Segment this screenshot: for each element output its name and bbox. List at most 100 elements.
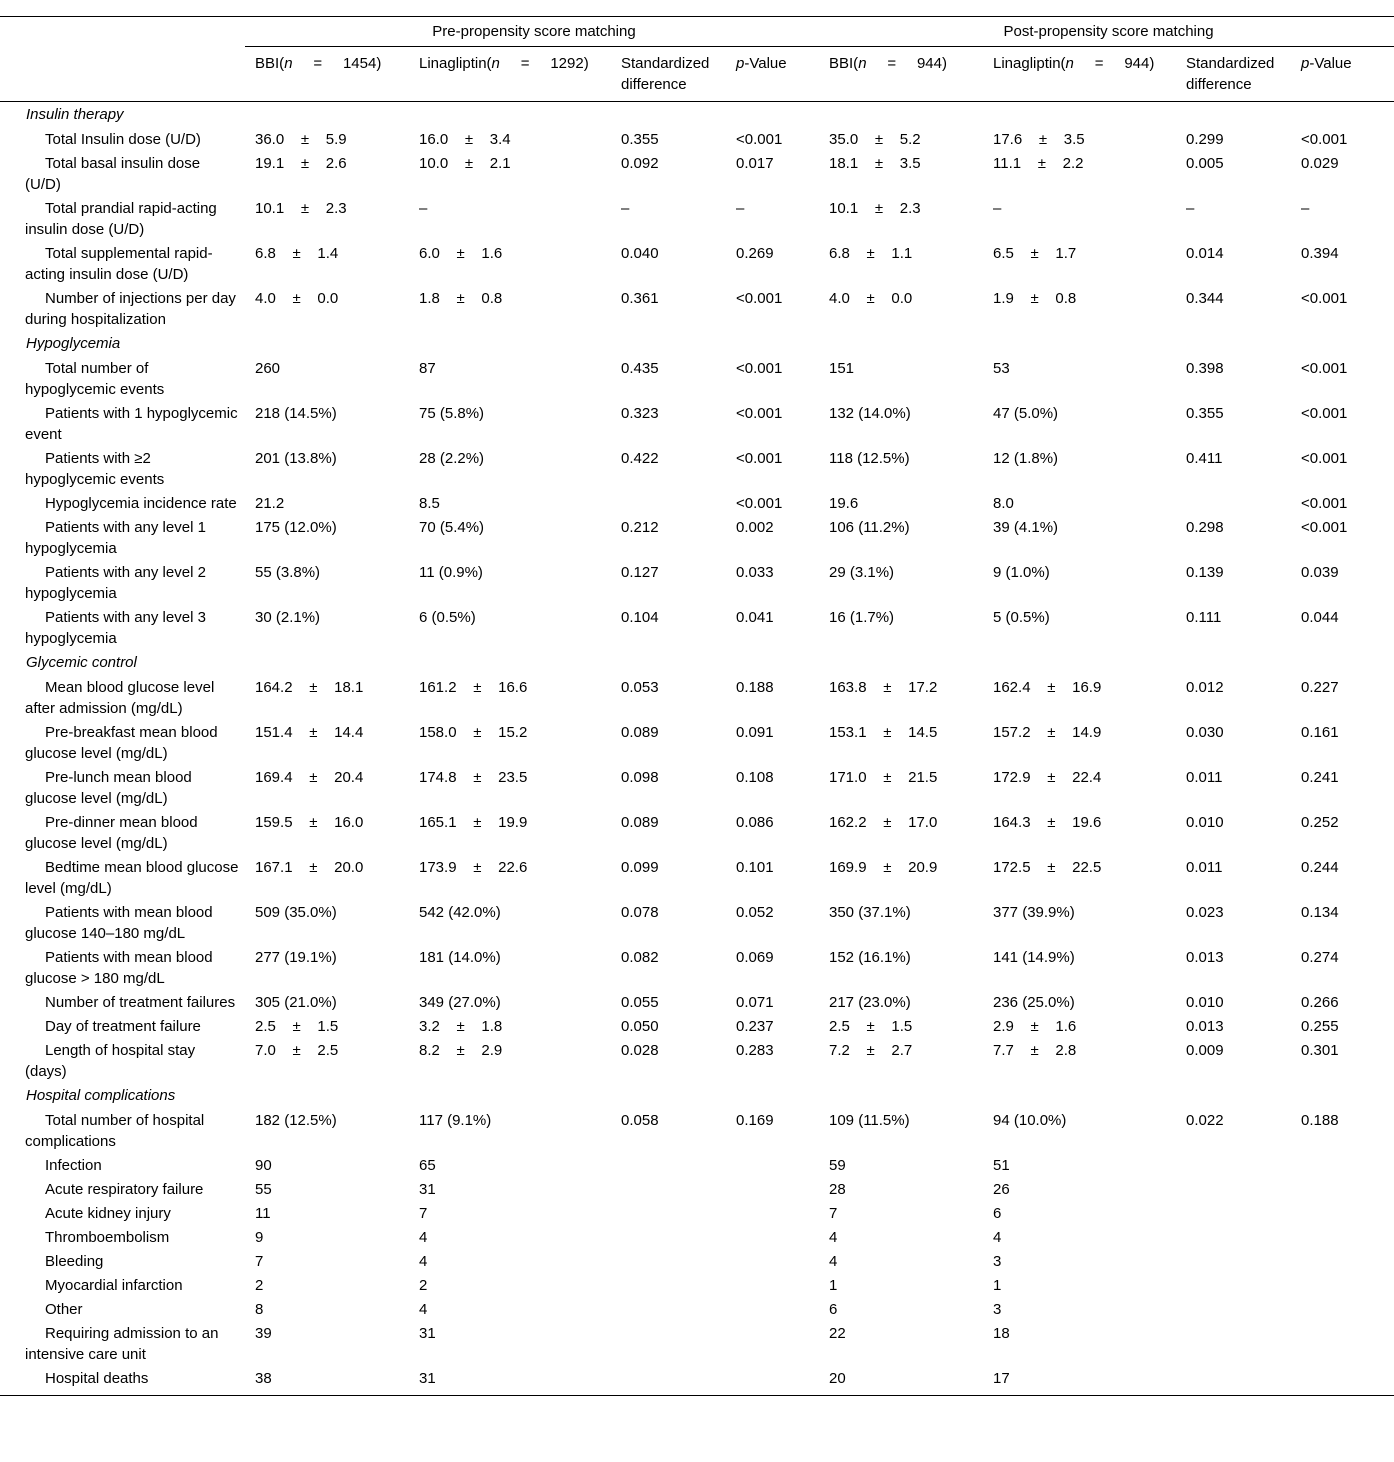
table-cell: 18.1 ± 3.5	[829, 155, 921, 172]
table-cell: 0.252	[1301, 814, 1339, 831]
table-cell: <0.001	[1301, 131, 1348, 148]
column-header: Standardized difference	[1176, 46, 1291, 102]
table-cell: 0.005	[1186, 155, 1224, 172]
row-label: Thromboembolism	[45, 1229, 170, 1246]
table-cell: 4	[419, 1253, 428, 1270]
column-header: BBI(n = 1454)	[245, 46, 409, 102]
table-cell: 163.8 ± 17.2	[829, 679, 938, 696]
table-cell: 172.5 ± 22.5	[993, 859, 1102, 876]
table-cell: 20	[819, 1366, 983, 1396]
results-table: Pre-propensity score matching Post-prope…	[0, 16, 1394, 1396]
table-cell	[726, 1249, 819, 1273]
table-cell: 0.139	[1186, 564, 1224, 581]
column-header-corner	[0, 46, 245, 102]
row-label: Pre-breakfast mean blood glucose level (…	[25, 724, 218, 762]
column-header-n-symbol: n	[1065, 55, 1074, 72]
table-cell: 0.040	[621, 245, 659, 262]
table-cell: 0.244	[1301, 859, 1339, 876]
table-cell: 0.299	[1186, 131, 1224, 148]
column-header: p-Value	[1291, 46, 1394, 102]
table-cell: 132 (14.0%)	[829, 405, 911, 422]
group-header-row: Pre-propensity score matching Post-prope…	[0, 16, 1394, 47]
table-cell: 161.2 ± 16.6	[419, 679, 528, 696]
table-cell: 0.301	[1301, 1042, 1339, 1059]
table-cell: 1.8 ± 0.8	[419, 290, 503, 307]
table-cell: 0.398	[1186, 360, 1224, 377]
table-cell: 0.029	[1301, 155, 1339, 172]
table-row: Total number of hospital complications 18…	[0, 1108, 1394, 1153]
table-cell: 0.255	[1301, 1018, 1339, 1035]
table-cell: 9 (1.0%)	[993, 564, 1050, 581]
row-label: Total basal insulin dose (U/D)	[25, 155, 201, 193]
table-row: Mean blood glucose level after admission…	[0, 675, 1394, 720]
table-cell: 28	[829, 1181, 846, 1198]
table-cell: 0.044	[1301, 609, 1339, 626]
table-row: Requiring admission to an intensive care…	[0, 1321, 1394, 1366]
table-cell: 117 (9.1%)	[419, 1112, 492, 1129]
table-cell: 2.9 ± 1.6	[993, 1018, 1077, 1035]
table-cell: 350 (37.1%)	[829, 904, 911, 921]
table-cell: 29 (3.1%)	[829, 564, 895, 581]
table-cell	[1176, 1201, 1291, 1225]
table-cell: 51	[993, 1157, 1010, 1174]
table-cell	[1176, 1297, 1291, 1321]
table-row: Hospital deaths 38 31 20 17	[0, 1366, 1394, 1396]
table-cell: 0.099	[621, 859, 659, 876]
table-row: Total prandial rapid-acting insulin dose…	[0, 196, 1394, 241]
column-header: Standardized difference	[611, 46, 726, 102]
section-title: Glycemic control	[26, 654, 137, 671]
table-cell: 17.6 ± 3.5	[993, 131, 1085, 148]
table-cell: 31	[419, 1181, 436, 1198]
row-label: Number of treatment failures	[45, 994, 236, 1011]
row-label: Patients with mean blood glucose > 180 m…	[25, 949, 213, 987]
table-cell	[726, 1273, 819, 1297]
table-cell: 4	[419, 1229, 428, 1246]
table-cell: 12 (1.8%)	[993, 450, 1059, 467]
table-cell: 174.8 ± 23.5	[419, 769, 528, 786]
table-cell: 10.0 ± 2.1	[419, 155, 511, 172]
row-label: Number of injections per day during hosp…	[25, 290, 236, 328]
table-cell: 21.2	[255, 495, 285, 512]
table-cell: 0.274	[1301, 949, 1339, 966]
table-row: Total basal insulin dose (U/D) 19.1 ± 2.6…	[0, 151, 1394, 196]
table-cell: 169.9 ± 20.9	[829, 859, 938, 876]
table-cell: 0.086	[736, 814, 774, 831]
table-cell: 9	[255, 1229, 264, 1246]
table-cell: 55 (3.8%)	[255, 564, 321, 581]
table-cell: 0.134	[1301, 904, 1339, 921]
table-cell: –	[1301, 200, 1310, 217]
table-cell: 0.050	[621, 1018, 659, 1035]
table-cell: 7.0 ± 2.5	[255, 1042, 339, 1059]
table-cell	[726, 1201, 819, 1225]
column-header: p-Value	[726, 46, 819, 102]
table-cell: <0.001	[1301, 405, 1348, 422]
table-cell: 201 (13.8%)	[255, 450, 337, 467]
table-row: Pre-lunch mean blood glucose level (mg/d…	[0, 765, 1394, 810]
table-cell: 0.069	[736, 949, 774, 966]
table-cell: 0.017	[736, 155, 774, 172]
table-row: Total supplemental rapid-acting insulin …	[0, 241, 1394, 286]
table-cell: <0.001	[736, 290, 783, 307]
row-label: Patients with 1 hypoglycemic event	[25, 405, 238, 443]
row-label: Mean blood glucose level after admission…	[25, 679, 215, 717]
column-header-row: BBI(n = 1454) Linagliptin(n = 1292) Standa…	[0, 46, 1394, 102]
row-label: Pre-dinner mean blood glucose level (mg/…	[25, 814, 198, 852]
table-cell: 0.078	[621, 904, 659, 921]
table-cell: 31	[409, 1366, 611, 1396]
table-cell: 17	[983, 1366, 1176, 1396]
table-body: Insulin therapy Total Insulin dose (U/D) 3…	[0, 102, 1394, 1396]
table-cell: 0.355	[1186, 405, 1224, 422]
table-cell: 542 (42.0%)	[419, 904, 501, 921]
table-cell	[1291, 1321, 1394, 1366]
table-cell: 0.071	[736, 994, 774, 1011]
table-cell: 0.108	[736, 769, 774, 786]
table-cell: 1.9 ± 0.8	[993, 290, 1077, 307]
section-row: Hospital complications	[0, 1083, 1394, 1108]
table-cell	[1176, 1321, 1291, 1366]
table-cell: 0.394	[1301, 245, 1339, 262]
table-cell: 19.1 ± 2.6	[255, 155, 347, 172]
table-cell: 0.055	[621, 994, 659, 1011]
table-cell: 1	[993, 1277, 1002, 1294]
table-cell: 0.111	[1186, 609, 1222, 626]
table-cell: 0.104	[621, 609, 659, 626]
